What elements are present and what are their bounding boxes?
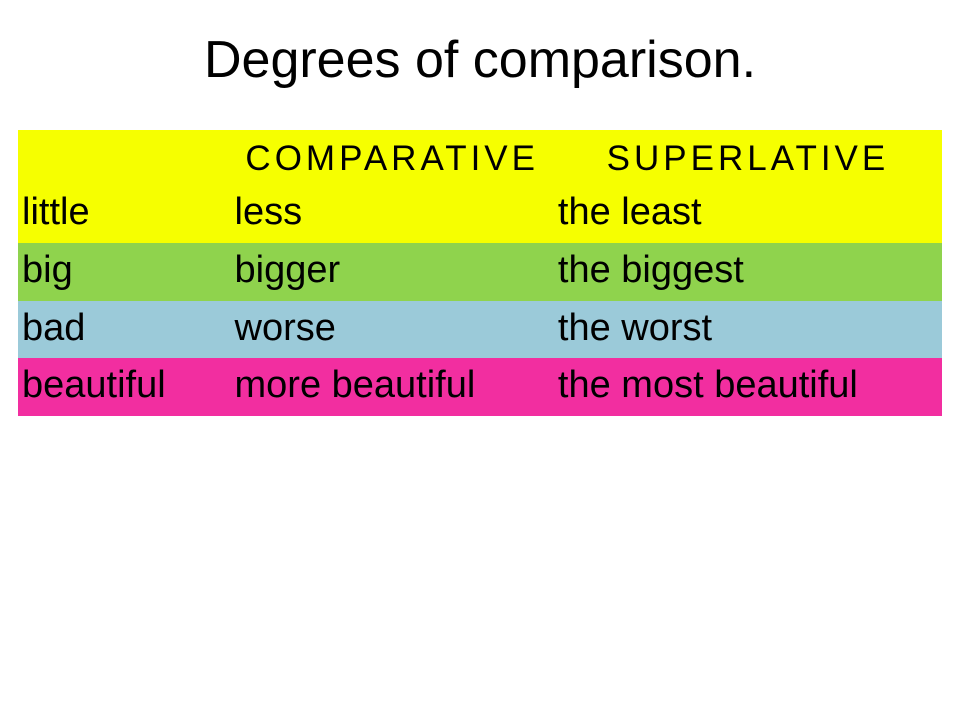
cell-superlative: the worst xyxy=(554,301,942,359)
cell-comparative: worse xyxy=(231,301,554,359)
header-superlative: SUPERLATIVE xyxy=(554,130,942,185)
cell-superlative: the most beautiful xyxy=(554,358,942,416)
comparison-table: COMPARATIVE SUPERLATIVE little less the … xyxy=(18,130,942,416)
table-row: little less the least xyxy=(18,185,942,243)
cell-superlative: the least xyxy=(554,185,942,243)
table-container: COMPARATIVE SUPERLATIVE little less the … xyxy=(0,130,960,416)
table-header-row: COMPARATIVE SUPERLATIVE xyxy=(18,130,942,185)
slide: Degrees of comparison. COMPARATIVE SUPER… xyxy=(0,0,960,720)
cell-positive: bad xyxy=(18,301,231,359)
header-positive xyxy=(18,130,231,185)
cell-comparative: bigger xyxy=(231,243,554,301)
cell-positive: big xyxy=(18,243,231,301)
cell-comparative: more beautiful xyxy=(231,358,554,416)
table-row: bad worse the worst xyxy=(18,301,942,359)
cell-positive: little xyxy=(18,185,231,243)
page-title: Degrees of comparison. xyxy=(0,0,960,130)
cell-comparative: less xyxy=(231,185,554,243)
table-row: big bigger the biggest xyxy=(18,243,942,301)
header-comparative: COMPARATIVE xyxy=(231,130,554,185)
cell-superlative: the biggest xyxy=(554,243,942,301)
cell-positive: beautiful xyxy=(18,358,231,416)
table-row: beautiful more beautiful the most beauti… xyxy=(18,358,942,416)
